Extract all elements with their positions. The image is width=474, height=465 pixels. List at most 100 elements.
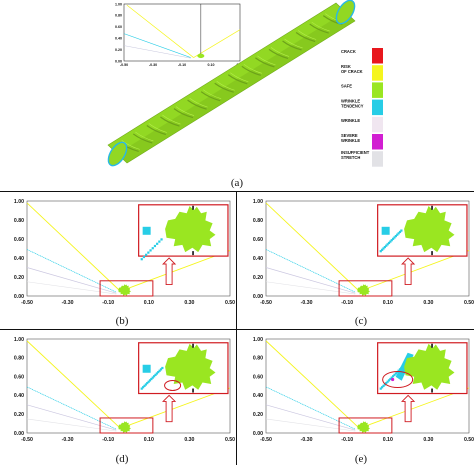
tendency-point <box>383 245 386 249</box>
tendency-point <box>381 248 384 251</box>
y-tick-label: 0.20 <box>253 275 263 281</box>
tendency-point <box>144 383 147 386</box>
tendency-region <box>142 226 151 235</box>
tendency-point <box>148 379 152 382</box>
x-tick-label: 0.30 <box>184 437 194 443</box>
tendency-point <box>158 369 161 372</box>
legend-label: WRINKLE <box>341 118 360 123</box>
tendency-point <box>158 240 161 243</box>
risk-curve-right <box>359 249 470 292</box>
tendency-region <box>142 364 151 373</box>
x-tick-label: 0.10 <box>383 437 393 443</box>
x-tick-label: 0.50 <box>464 437 474 443</box>
tendency-point <box>390 376 393 379</box>
x-tick-label: -0.10 <box>102 300 114 306</box>
zoom-arrow <box>401 257 416 286</box>
tendency-point <box>159 368 163 371</box>
legend-swatch <box>372 82 383 98</box>
tube-ridge <box>146 125 167 136</box>
legend-swatch <box>372 48 383 64</box>
tendency-point <box>392 375 395 378</box>
tendency-point <box>389 240 392 243</box>
wrinkle-tendency-line <box>265 249 356 293</box>
legend-label: TENDENCY <box>341 103 364 108</box>
zoom-arrow <box>162 257 177 286</box>
tendency-point <box>153 375 156 378</box>
y-tick-label: 0.00 <box>14 294 24 300</box>
tube-ridge-highlight <box>162 114 181 125</box>
tube-ridge-highlight <box>121 140 140 150</box>
x-tick-label: 0.50 <box>225 437 235 443</box>
legend-label: OF CRACK <box>341 69 363 74</box>
wrinkle-tendency-line <box>123 33 191 58</box>
risk-curve-left <box>265 340 360 429</box>
zoom-arrow <box>162 394 177 423</box>
strain-point-cloud-zoomed <box>165 343 216 390</box>
tendency-point <box>156 242 159 245</box>
y-tick-label: 0.40 <box>14 393 24 399</box>
y-tick-label: 0.00 <box>14 431 24 437</box>
tendency-point <box>151 247 154 250</box>
y-tick-label: 0.60 <box>14 237 24 243</box>
legend-label: STRETCH <box>341 155 360 160</box>
tube-ridge-highlight <box>311 21 330 32</box>
x-tick-label: -0.30 <box>149 63 157 67</box>
y-tick-label: 0.00 <box>253 431 263 437</box>
tendency-point <box>379 387 382 390</box>
tube-ridge-highlight <box>216 80 235 91</box>
tube-ridge <box>255 57 275 68</box>
tendency-point <box>387 379 391 382</box>
risk-curve-right <box>359 387 470 429</box>
panel-a-plot-frame <box>123 3 241 62</box>
x-tick-label: 0.50 <box>464 300 474 306</box>
y-tick-label: 1.00 <box>115 2 122 6</box>
risk-curve-left <box>126 4 194 58</box>
y-tick-label: 0.80 <box>253 356 263 362</box>
y-tick-label: 0.20 <box>253 412 263 418</box>
y-tick-label: 0.60 <box>253 237 263 243</box>
tendency-point <box>143 384 146 387</box>
tendency-point <box>397 232 400 235</box>
tendency-point <box>386 380 389 383</box>
wrinkle-tendency-line <box>26 386 117 430</box>
y-tick-label: 0.80 <box>14 218 24 224</box>
tendency-point <box>385 382 388 385</box>
tendency-point <box>396 233 399 236</box>
tendency-point <box>146 382 149 385</box>
x-tick-label: 0.30 <box>184 300 194 306</box>
tube-ridge <box>241 65 262 76</box>
tendency-point <box>392 237 395 240</box>
tendency-point <box>382 384 385 387</box>
legend-label: CRACK <box>341 49 356 54</box>
insufficient-stretch-line <box>265 281 356 295</box>
tendency-point <box>394 372 397 375</box>
tube-ridge-highlight <box>189 97 208 108</box>
y-tick-label: 0.60 <box>253 374 263 380</box>
tendency-point <box>379 250 382 253</box>
tendency-point <box>385 244 388 247</box>
panel-b: 1.00 0.80 0.60 0.40 0.20 0.00-0.50 -0.30 -0.10 0… <box>14 199 235 306</box>
tube-ridge <box>295 32 316 43</box>
caption-c: (c) <box>355 315 368 327</box>
y-tick-label: 0.20 <box>14 412 24 418</box>
strain-point-cloud-zoomed <box>404 206 455 253</box>
x-tick-label: 0.30 <box>423 437 433 443</box>
x-tick-label: -0.10 <box>341 300 353 306</box>
insufficient-stretch-line <box>26 281 117 295</box>
tendency-point <box>157 371 160 374</box>
tendency-point <box>390 239 393 242</box>
x-tick-label: -0.10 <box>341 437 353 443</box>
risk-curve-right <box>120 249 231 292</box>
tendency-point <box>389 377 392 381</box>
tube-ridge-highlight <box>257 55 276 66</box>
panel-d: 1.00 0.80 0.60 0.40 0.20 0.00-0.50 -0.30 -0.10 0… <box>14 337 235 443</box>
tendency-point <box>394 234 397 238</box>
legend-swatch <box>372 151 383 167</box>
x-tick-label: 0.50 <box>225 300 235 306</box>
y-tick-label: 0.60 <box>14 374 24 380</box>
tendency-point <box>386 243 389 246</box>
tube-ridge-highlight <box>297 30 317 40</box>
zoom-axis-mark <box>431 205 433 210</box>
tube-ridge <box>268 48 289 59</box>
